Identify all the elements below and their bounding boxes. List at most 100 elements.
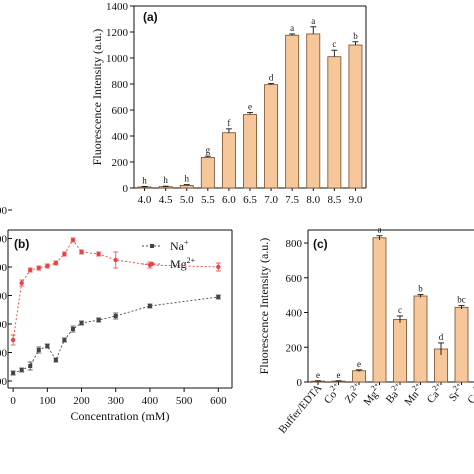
panel-c-letter-6: d: [439, 332, 444, 342]
panel-a-bars: h h h g f e d a a c b: [137, 16, 363, 189]
panel-a-y-tick-label-1: 200: [112, 157, 129, 169]
panel-a-x-tick-label-1: 4.5: [159, 194, 173, 206]
panel-b-x-tick-label-2: 200: [73, 395, 90, 407]
panel-a: (a) Fluorescence Intensity (a.u.) 0 200 40…: [90, 1, 367, 206]
legend-na-marker: [150, 244, 154, 248]
panel-a-letter-6: d: [269, 73, 274, 83]
panel-b-series: [10, 237, 221, 376]
panel-c-x-tick-label-6: Ca2+: [422, 380, 447, 406]
panel-c-x-tick-label-8: Cu2+: [463, 380, 474, 406]
panel-a-x-tick-label-2: 5.0: [180, 194, 194, 206]
panel-b-na-point-8: [79, 321, 84, 325]
panel-a-bar-1: [158, 186, 173, 189]
panel-b-y-ticks: 00 00 00 00 00 00 00: [0, 205, 12, 388]
panel-c-y-tick-label-4: 800: [286, 238, 303, 250]
panel-a-letter-2: h: [184, 174, 189, 184]
panel-c-y-tick-label-3: 600: [286, 273, 303, 285]
panel-a-bar-3: [200, 157, 215, 189]
panel-a-x-tick-label-7: 7.5: [285, 194, 299, 206]
panel-c-x-tick-label-7: Sr2+: [445, 380, 469, 404]
panel-c-bar-3: [372, 237, 387, 383]
panel-c-y-tick-label-0: 0: [297, 377, 303, 389]
panel-c-letter-3: a: [378, 225, 382, 235]
panel-a-x-tick-label-10: 9.0: [349, 194, 363, 206]
panel-a-bar-8: [306, 33, 321, 189]
panel-a-x-tick-label-5: 6.5: [243, 194, 257, 206]
panel-b-mg-point-12: [216, 264, 221, 270]
panel-a-y-tick-label-5: 1000: [106, 53, 129, 65]
panel-a-y-axis-label: Fluorescence Intensity (a.u.): [90, 29, 104, 166]
panel-a-letter-10: b: [353, 31, 358, 41]
panel-b-y-tick-label-5: 00: [0, 234, 8, 246]
legend-mg-label: Mg2+: [170, 256, 196, 271]
panel-b-y-tick-label-4: 00: [0, 262, 8, 274]
panel-a-x-tick-label-6: 7.0: [264, 194, 278, 206]
panel-c-y-ticks: 0 200 400 600 800: [286, 238, 308, 389]
panel-b-y-tick-label-2: 00: [0, 319, 8, 331]
panel-b-na-point-5: [53, 358, 58, 362]
panel-a-letter-1: h: [163, 175, 168, 185]
panel-c-y-axis-label: Fluorescence Intensity (a.u.): [257, 238, 271, 375]
panel-b-y-tick-label-6: 00: [0, 205, 8, 217]
panel-b-na-point-6: [62, 338, 67, 342]
panel-b-legend: Na+ Mg2+: [142, 238, 196, 271]
panel-a-y-tick-label-2: 400: [112, 131, 129, 143]
panel-c-letter-5: b: [418, 284, 423, 294]
panel-a-letter-8: a: [311, 16, 315, 26]
panel-a-x-tick-label-4: 6.0: [222, 194, 236, 206]
panel-c-letter-1: e: [337, 370, 341, 380]
panel-a-y-ticks: 0 200 400 600 800 1000 1200 1400: [106, 1, 134, 195]
legend-na-label: Na+: [170, 238, 189, 253]
panel-a-x-tick-label-0: 4.0: [138, 194, 152, 206]
panel-a-bar-0: [137, 186, 152, 189]
legend-entry-mg: Mg2+: [142, 256, 196, 271]
panel-b-na-point-7: [70, 327, 75, 331]
panel-b-mg-point-9: [96, 251, 101, 257]
panel-a-label: (a): [143, 10, 158, 24]
panel-b-mg-point-5: [53, 260, 59, 266]
panel-b-x-tick-label-0: 0: [10, 395, 16, 407]
panel-b-x-tick-label-3: 300: [107, 395, 124, 407]
panel-a-x-tick-label-8: 8.0: [306, 194, 320, 206]
panel-a-letter-7: a: [290, 23, 294, 33]
panel-c-y-tick-label-2: 400: [286, 308, 303, 320]
panel-a-x-ticks: 4.0 4.5 5.0 5.5 6.0 6.5 7.0 7.5 8.0 8.5 9.0: [138, 188, 363, 206]
panel-b-x-tick-label-4: 400: [142, 395, 159, 407]
panel-b-mg-point-2: [28, 267, 33, 273]
panel-b-mg-point-3: [36, 265, 41, 271]
legend-mg-marker: [149, 261, 155, 267]
panel-c: (c) Fluorescence Intensity (a.u.) 0 200 40…: [257, 225, 474, 436]
panel-a-y-tick-label-4: 800: [112, 79, 129, 91]
panel-b-line-0: [12, 296, 219, 374]
panel-b: (b) Concentration (mM) 00 00 00 00 00 00 00 0 1…: [0, 205, 233, 423]
panel-b-na-point-11: [147, 304, 152, 308]
panel-b-x-tick-label-6: 600: [210, 395, 227, 407]
panel-a-bar-2: [179, 184, 194, 189]
panel-a-y-tick-label-7: 1400: [106, 1, 129, 13]
panel-b-mg-point-4: [45, 263, 50, 269]
panel-a-bar-6: [264, 84, 279, 189]
panel-a-bar-10: [348, 44, 363, 189]
panel-a-y-tick-label-3: 600: [112, 105, 129, 117]
panel-b-na-point-12: [216, 295, 221, 299]
panel-c-bars: eeeacbdbce: [311, 225, 469, 383]
panel-a-x-tick-label-3: 5.5: [201, 194, 215, 206]
panel-a-x-tick-label-9: 8.5: [327, 194, 341, 206]
panel-b-na-point-3: [36, 348, 41, 352]
panel-b-y-tick-label-0: 00: [0, 376, 8, 388]
panel-b-x-tick-label-1: 100: [39, 395, 56, 407]
panel-b-mg-point-7: [70, 237, 76, 243]
panel-b-y-tick-label-1: 00: [0, 348, 8, 360]
panel-b-na-point-1: [19, 368, 24, 372]
panel-b-mg-point-1: [19, 280, 24, 286]
panel-c-y-tick-label-1: 200: [286, 342, 303, 354]
panel-b-mg-point-8: [79, 249, 84, 255]
panel-c-x-ticks: Buffer/EDTACo2+Zn2+Mg2+Ba2+Mn2+Ca2+Sr2+C…: [277, 380, 474, 436]
panel-b-x-tick-label-5: 500: [176, 395, 193, 407]
panel-a-letter-4: f: [227, 118, 230, 128]
panel-c-x-tick-label-3: Mg2+: [359, 380, 386, 408]
panel-b-na-point-9: [96, 318, 101, 322]
panel-c-bar-4: [393, 319, 407, 383]
panel-c-letter-0: e: [316, 370, 320, 380]
